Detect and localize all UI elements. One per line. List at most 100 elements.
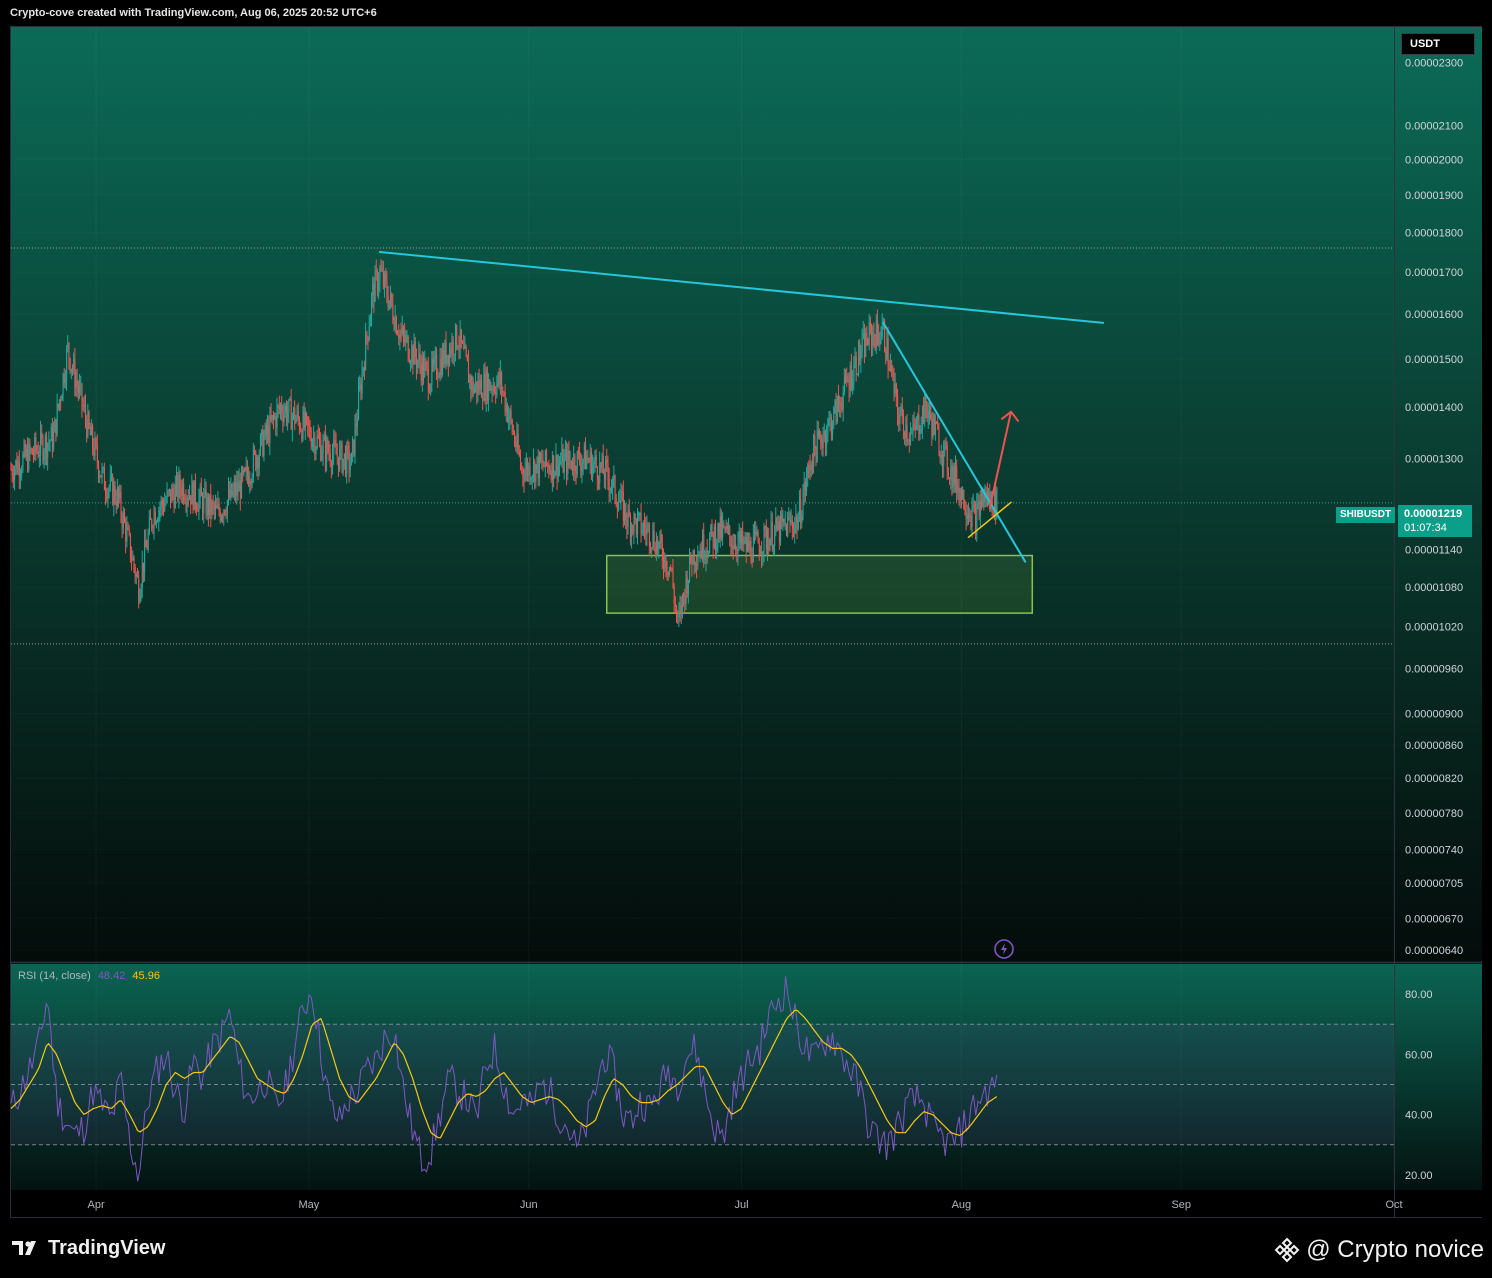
candle-body	[607, 463, 609, 479]
candle-body	[89, 426, 91, 436]
candle-body	[760, 552, 762, 555]
candle-body	[287, 412, 289, 422]
candle-body	[306, 413, 308, 417]
candle-body	[301, 430, 303, 440]
candle-body	[410, 362, 412, 364]
candle-body	[26, 448, 28, 457]
tradingview-logo-text: TradingView	[48, 1236, 166, 1259]
candle-body	[352, 439, 354, 453]
candle-body	[552, 455, 554, 481]
candle-body	[511, 419, 513, 432]
candle-body	[594, 456, 596, 462]
candle-body	[800, 499, 802, 524]
candle-body	[907, 439, 909, 441]
candle-body	[515, 442, 517, 448]
candle-body	[236, 481, 238, 496]
tradingview-logo[interactable]: TradingView	[12, 1234, 165, 1262]
candle-body	[109, 476, 111, 488]
candle-body	[465, 346, 467, 356]
candle-body	[921, 408, 923, 428]
candle-body	[940, 454, 942, 458]
candle-body	[443, 350, 445, 365]
candle-body	[725, 526, 727, 532]
candle-body	[127, 527, 129, 530]
candle-body	[664, 555, 666, 569]
candle-body	[11, 469, 13, 477]
candle-body	[758, 543, 760, 555]
candle-body	[762, 551, 764, 556]
candle-body	[14, 469, 16, 481]
candle-body	[507, 404, 509, 422]
candle-body	[40, 432, 42, 455]
candle-body	[588, 460, 590, 463]
candle-body	[73, 359, 75, 370]
price-axis-label: 0.00000780	[1405, 808, 1463, 820]
candle-body	[833, 408, 835, 426]
candle-body	[626, 520, 628, 527]
candle-body	[555, 455, 557, 472]
candle-body	[648, 524, 650, 546]
candle-body	[471, 380, 473, 391]
candle-body	[658, 542, 660, 551]
price-axis-label: 0.00000960	[1405, 664, 1463, 676]
candle-body	[845, 375, 847, 377]
candle-body	[874, 337, 876, 349]
candle-body	[508, 417, 510, 422]
candle-body	[946, 445, 948, 473]
candle-body	[806, 479, 808, 491]
candle-body	[37, 450, 39, 457]
candle-body	[211, 501, 213, 515]
candle-body	[775, 517, 777, 530]
candle-body	[94, 439, 96, 457]
lightning-icon[interactable]	[993, 938, 1015, 960]
candle-body	[745, 536, 747, 552]
candle-body	[202, 496, 204, 514]
candle-body	[88, 412, 90, 427]
candle-body	[817, 430, 819, 437]
candle-body	[830, 417, 832, 435]
candle-body	[641, 531, 643, 534]
candle-body	[535, 464, 537, 483]
candle-body	[618, 502, 620, 511]
currency-button[interactable]: USDT	[1401, 33, 1475, 55]
candle-body	[686, 576, 688, 595]
candle-body	[231, 483, 233, 496]
candle-body	[669, 567, 671, 575]
time-axis-label: Sep	[1171, 1199, 1191, 1211]
candle-body	[86, 419, 88, 437]
candle-body	[968, 514, 970, 518]
candle-body	[678, 612, 680, 617]
candle-body	[36, 450, 38, 452]
candle-body	[336, 454, 338, 457]
candle-body	[697, 557, 699, 566]
candle-body	[873, 332, 875, 338]
candle-body	[466, 355, 468, 362]
candle-body	[177, 475, 179, 498]
candle-body	[908, 439, 910, 442]
candle-body	[628, 509, 630, 517]
candle-body	[92, 425, 94, 448]
candle-body	[721, 516, 723, 537]
candle-body	[619, 500, 621, 503]
price-axis-label: 0.00001400	[1405, 402, 1463, 414]
candle-body	[277, 405, 279, 408]
candle-body	[280, 404, 282, 409]
candle-body	[691, 562, 693, 565]
candle-body	[338, 456, 340, 470]
candle-body	[788, 517, 790, 519]
candle-body	[671, 567, 673, 571]
candle-body	[944, 442, 946, 445]
candle-body	[70, 368, 72, 372]
candle-body	[61, 396, 63, 401]
candle-body	[145, 540, 147, 548]
candle-body	[431, 359, 433, 385]
candle-body	[761, 552, 763, 556]
candle-body	[75, 380, 77, 389]
candle-body	[326, 439, 328, 462]
candle-body	[406, 336, 408, 338]
candle-body	[742, 530, 744, 545]
candle-body	[93, 447, 95, 457]
candle-body	[59, 399, 61, 408]
candle-body	[523, 475, 525, 481]
